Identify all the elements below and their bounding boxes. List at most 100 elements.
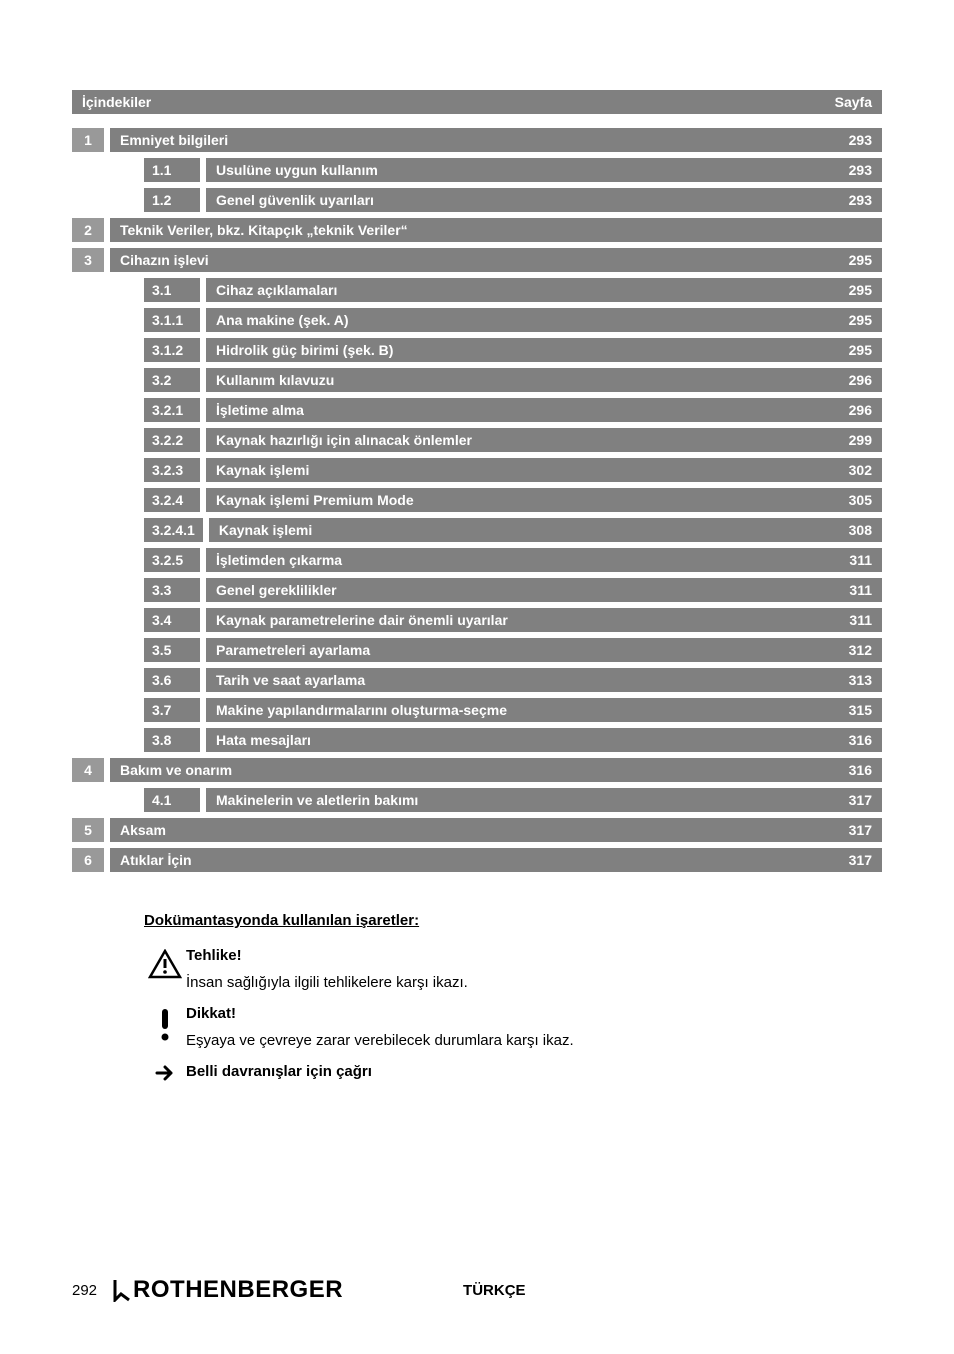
toc-page-number: 316 bbox=[849, 762, 872, 778]
toc-page-number: 293 bbox=[849, 132, 872, 148]
toc-subsection-number: 3.3 bbox=[144, 578, 200, 602]
toc-subsection-title: Makinelerin ve aletlerin bakımı317 bbox=[206, 788, 882, 812]
toc-page-number: 317 bbox=[849, 822, 872, 838]
toc-page-number: 305 bbox=[849, 492, 872, 508]
toc-subsection-number: 3.4 bbox=[144, 608, 200, 632]
legend-section: Dokümantasyonda kullanılan işaretler: Te… bbox=[72, 912, 882, 1081]
toc-page-number: 302 bbox=[849, 462, 872, 478]
exclamation-icon bbox=[158, 1007, 172, 1043]
toc-row: 6Atıklar İçin317 bbox=[72, 848, 882, 872]
toc-section-number: 5 bbox=[72, 818, 104, 842]
toc-subsection-title: Kaynak parametrelerine dair önemli uyarı… bbox=[206, 608, 882, 632]
toc-row: 1.1Usulüne uygun kullanım293 bbox=[72, 158, 882, 182]
toc-section-number: 6 bbox=[72, 848, 104, 872]
toc-section-title: Cihazın işlevi295 bbox=[110, 248, 882, 272]
footer-logo: ROTHENBERGER bbox=[111, 1276, 343, 1304]
toc-row: 3.2.5İşletimden çıkarma311 bbox=[72, 548, 882, 572]
toc-row: 3.2.3Kaynak işlemi302 bbox=[72, 458, 882, 482]
toc-page-number: 299 bbox=[849, 432, 872, 448]
toc-subsection-title: Hata mesajları316 bbox=[206, 728, 882, 752]
toc-list: 1Emniyet bilgileri293 1.1Usulüne uygun ku… bbox=[72, 128, 882, 872]
toc-subsection-title: İşletime alma296 bbox=[206, 398, 882, 422]
toc-subsection-number: 4.1 bbox=[144, 788, 200, 812]
toc-row: 3.7Makine yapılandırmalarını oluşturma-s… bbox=[72, 698, 882, 722]
toc-subsection-title: Genel güvenlik uyarıları293 bbox=[206, 188, 882, 212]
toc-subsection-title: Hidrolik güç birimi (şek. B)295 bbox=[206, 338, 882, 362]
toc-page-number: 296 bbox=[849, 402, 872, 418]
toc-subsection-number: 3.2.4 bbox=[144, 488, 200, 512]
toc-subsection-number: 3.1.1 bbox=[144, 308, 200, 332]
toc-subsection-title: Kaynak işlemi308 bbox=[209, 518, 882, 542]
toc-row: 3.1.1Ana makine (şek. A)295 bbox=[72, 308, 882, 332]
toc-page-number: 312 bbox=[849, 642, 872, 658]
toc-page-number: 295 bbox=[849, 312, 872, 328]
toc-row: 3.2.4.1Kaynak işlemi308 bbox=[72, 518, 882, 542]
toc-subsection-title: Kaynak işlemi Premium Mode305 bbox=[206, 488, 882, 512]
toc-subsection-title: İşletimden çıkarma311 bbox=[206, 548, 882, 572]
toc-subsection-title: Ana makine (şek. A)295 bbox=[206, 308, 882, 332]
toc-page-number: 313 bbox=[849, 672, 872, 688]
toc-subsection-title: Makine yapılandırmalarını oluşturma-seçm… bbox=[206, 698, 882, 722]
toc-subsection-title: Cihaz açıklamaları295 bbox=[206, 278, 882, 302]
toc-row: 4.1Makinelerin ve aletlerin bakımı317 bbox=[72, 788, 882, 812]
legend-item-desc: Eşyaya ve çevreye zarar verebilecek duru… bbox=[186, 1032, 882, 1049]
legend-row: Belli davranışlar için çağrı bbox=[144, 1063, 882, 1081]
toc-row: 3.2.2Kaynak hazırlığı için alınacak önle… bbox=[72, 428, 882, 452]
toc-row: 5Aksam317 bbox=[72, 818, 882, 842]
toc-page-number: 308 bbox=[849, 522, 872, 538]
toc-subsection-number: 1.1 bbox=[144, 158, 200, 182]
toc-row: 4Bakım ve onarım316 bbox=[72, 758, 882, 782]
toc-row: 3Cihazın işlevi295 bbox=[72, 248, 882, 272]
toc-row: 3.6Tarih ve saat ayarlama313 bbox=[72, 668, 882, 692]
toc-page-number: 293 bbox=[849, 192, 872, 208]
footer-page-number: 292 bbox=[72, 1282, 97, 1299]
logo-check-icon bbox=[111, 1278, 133, 1302]
toc-subsection-number: 3.2.5 bbox=[144, 548, 200, 572]
toc-subsection-number: 3.2 bbox=[144, 368, 200, 392]
toc-row: 3.8Hata mesajları316 bbox=[72, 728, 882, 752]
toc-row: 3.2.4Kaynak işlemi Premium Mode305 bbox=[72, 488, 882, 512]
toc-subsection-title: Usulüne uygun kullanım293 bbox=[206, 158, 882, 182]
toc-row: 3.4Kaynak parametrelerine dair önemli uy… bbox=[72, 608, 882, 632]
toc-page-number: 311 bbox=[849, 612, 872, 628]
toc-row: 3.5Parametreleri ayarlama312 bbox=[72, 638, 882, 662]
toc-subsection-number: 3.2.4.1 bbox=[144, 518, 203, 542]
toc-subsection-title: Kullanım kılavuzu296 bbox=[206, 368, 882, 392]
legend-item-desc: Belli davranışlar için çağrı bbox=[186, 1063, 882, 1080]
toc-row: 1Emniyet bilgileri293 bbox=[72, 128, 882, 152]
toc-header-right: Sayfa bbox=[835, 94, 872, 110]
toc-subsection-title: Tarih ve saat ayarlama313 bbox=[206, 668, 882, 692]
toc-page-number: 317 bbox=[849, 792, 872, 808]
toc-page-number: 296 bbox=[849, 372, 872, 388]
toc-subsection-number: 3.7 bbox=[144, 698, 200, 722]
toc-subsection-number: 3.1 bbox=[144, 278, 200, 302]
page-footer: 292 ROTHENBERGER TÜRKÇE bbox=[72, 1276, 882, 1304]
toc-subsection-title: Genel gereklilikler311 bbox=[206, 578, 882, 602]
toc-subsection-number: 3.2.1 bbox=[144, 398, 200, 422]
toc-section-title: Teknik Veriler, bkz. Kitapçık „teknik Ve… bbox=[110, 218, 882, 242]
legend-item-desc: İnsan sağlığıyla ilgili tehlikelere karş… bbox=[186, 974, 882, 991]
toc-subsection-number: 3.5 bbox=[144, 638, 200, 662]
toc-row: 2Teknik Veriler, bkz. Kitapçık „teknik V… bbox=[72, 218, 882, 242]
toc-section-number: 1 bbox=[72, 128, 104, 152]
legend-item-title: Tehlike! bbox=[186, 947, 882, 964]
toc-row: 3.2.1İşletime alma296 bbox=[72, 398, 882, 422]
toc-section-title: Emniyet bilgileri293 bbox=[110, 128, 882, 152]
toc-subsection-number: 1.2 bbox=[144, 188, 200, 212]
legend-row: Dikkat!Eşyaya ve çevreye zarar verebilec… bbox=[144, 1005, 882, 1049]
toc-page-number: 293 bbox=[849, 162, 872, 178]
toc-header-left: İçindekiler bbox=[82, 94, 151, 110]
toc-page-number: 311 bbox=[849, 552, 872, 568]
legend-heading: Dokümantasyonda kullanılan işaretler: bbox=[144, 912, 882, 929]
toc-section-number: 3 bbox=[72, 248, 104, 272]
toc-row: 3.1Cihaz açıklamaları295 bbox=[72, 278, 882, 302]
toc-subsection-number: 3.2.3 bbox=[144, 458, 200, 482]
toc-page-number: 295 bbox=[849, 282, 872, 298]
toc-subsection-number: 3.2.2 bbox=[144, 428, 200, 452]
toc-page-number: 315 bbox=[849, 702, 872, 718]
toc-subsection-number: 3.1.2 bbox=[144, 338, 200, 362]
toc-subsection-title: Parametreleri ayarlama312 bbox=[206, 638, 882, 662]
arrow-right-icon bbox=[155, 1065, 175, 1081]
toc-page-number: 311 bbox=[849, 582, 872, 598]
toc-page-number: 317 bbox=[849, 852, 872, 868]
